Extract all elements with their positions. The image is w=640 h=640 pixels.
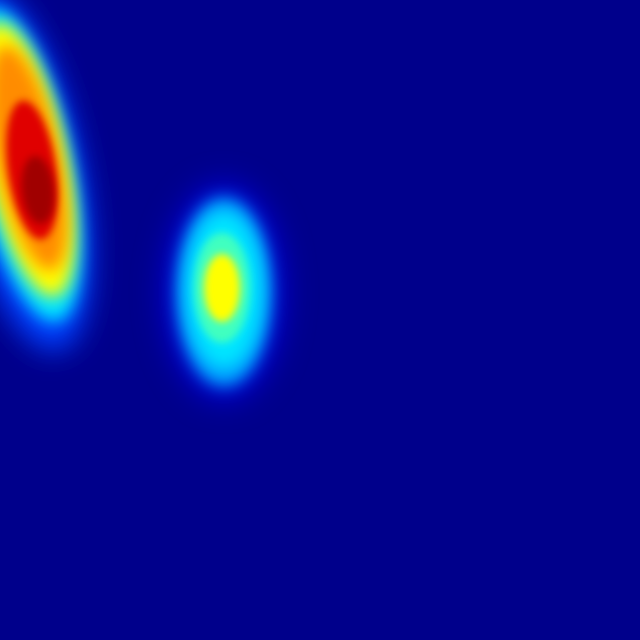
hotspot-center: [162, 182, 286, 402]
hotspot-center-yellow-core: [204, 254, 240, 322]
